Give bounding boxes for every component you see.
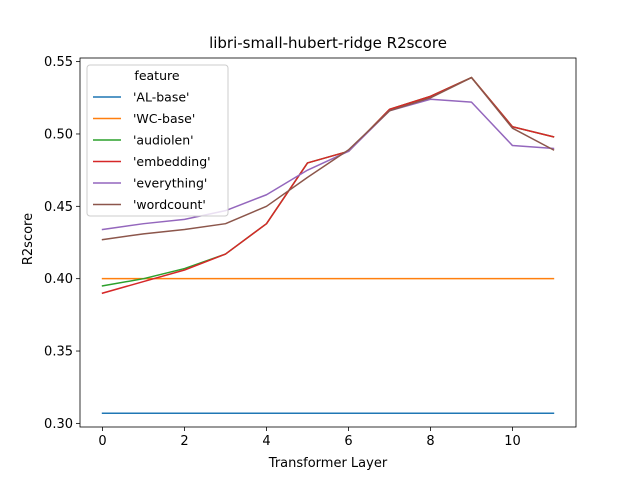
chart-title: libri-small-hubert-ridge R2score — [209, 34, 447, 52]
axes-frame — [79, 57, 577, 428]
legend-entry-label: 'everything' — [133, 176, 207, 191]
legend-entry-label: 'audiolen' — [133, 133, 194, 148]
y-tick-label: 0.55 — [44, 55, 73, 70]
y-axis-ticks: 0.30 0.35 0.40 0.45 0.50 0.55 — [44, 55, 80, 432]
x-axis-label: Transformer Layer — [268, 456, 388, 471]
y-tick-label: 0.50 — [44, 127, 73, 142]
y-tick-label: 0.40 — [44, 272, 73, 287]
legend-entry-label: 'embedding' — [133, 154, 211, 169]
legend-entry-label: 'WC-base' — [133, 111, 195, 126]
x-tick-label: 4 — [262, 434, 270, 449]
x-tick-label: 10 — [504, 434, 521, 449]
y-tick-label: 0.35 — [44, 345, 73, 360]
legend-title: feature — [134, 68, 179, 83]
legend-frame — [86, 64, 229, 217]
x-tick-label: 8 — [426, 434, 434, 449]
series-line-4 — [101, 98, 555, 231]
x-tick-label: 0 — [98, 434, 106, 449]
plot-area — [79, 57, 577, 428]
y-axis-label: R2score — [21, 213, 36, 265]
x-tick-label: 6 — [344, 434, 352, 449]
y-tick-label: 0.45 — [44, 200, 73, 215]
series-line-5 — [101, 76, 555, 241]
x-tick-label: 2 — [180, 434, 188, 449]
legend-entry-label: 'AL-base' — [133, 90, 189, 105]
legend-entry-label: 'wordcount' — [133, 197, 206, 212]
x-axis-ticks: 0 2 4 6 8 10 — [98, 427, 521, 449]
y-tick-label: 0.30 — [44, 417, 73, 432]
legend: feature 'AL-base' 'WC-base' 'audiolen' 'emb… — [86, 64, 229, 217]
